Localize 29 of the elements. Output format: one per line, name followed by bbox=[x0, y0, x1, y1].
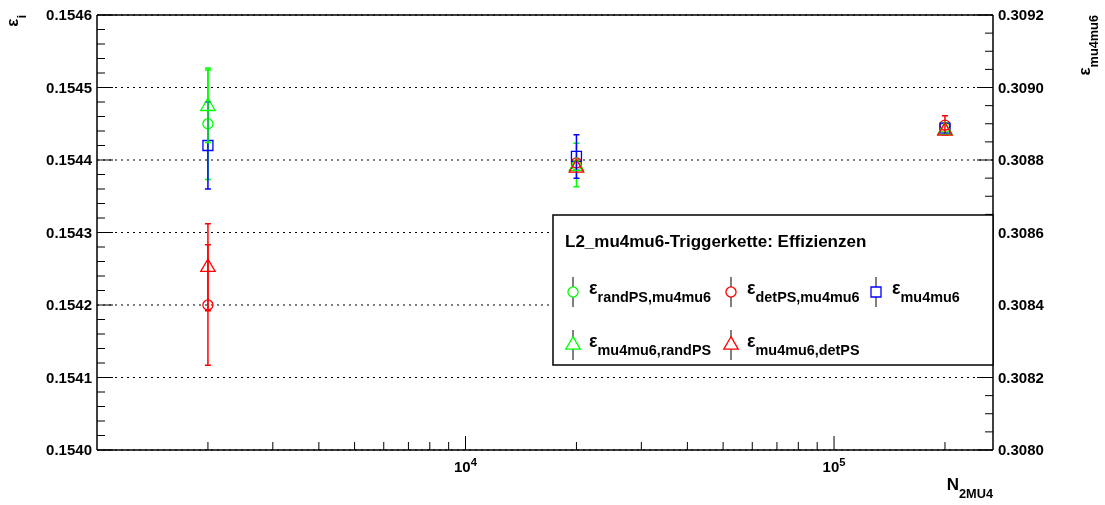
y2-tick-label: 0.3090 bbox=[998, 78, 1044, 96]
legend-label: ε$_{mu4mu6,randPS}$ bbox=[589, 331, 712, 358]
y-tick-label: 0.1540 bbox=[46, 441, 92, 458]
y-tick-label: 0.1545 bbox=[46, 78, 92, 96]
legend-label: ε$_{mu4mu6}$ bbox=[892, 278, 960, 305]
y-tick-label: 0.1541 bbox=[46, 368, 92, 386]
x-tick-label: 10$^{4}$ bbox=[454, 456, 478, 475]
point bbox=[200, 258, 216, 273]
legend-label: ε$_{randPS,mu4mu6}$ bbox=[589, 278, 712, 305]
y-tick-label: 0.1543 bbox=[46, 223, 92, 241]
y2-tick-label: 0.3082 bbox=[998, 368, 1044, 386]
point bbox=[200, 97, 216, 112]
y-tick-label: 0.1546 bbox=[46, 6, 92, 23]
x-tick-label: 10$^{5}$ bbox=[822, 456, 846, 475]
point bbox=[202, 139, 214, 152]
y2-tick-label: 0.3088 bbox=[998, 151, 1044, 168]
legend-label: ε$_{mu4mu6,detPS}$ bbox=[747, 331, 860, 358]
point bbox=[202, 118, 214, 130]
y-tick-label: 0.1544 bbox=[46, 151, 93, 168]
y2-tick-label: 0.3080 bbox=[998, 441, 1044, 458]
legend-title: L2_mu4mu6-Triggerkette: Effizienzen bbox=[565, 232, 867, 251]
x-axis-title: N$_{2MU4}$ bbox=[946, 475, 994, 501]
y2-tick-label: 0.3084 bbox=[998, 296, 1045, 313]
y2-tick-label: 0.3086 bbox=[998, 223, 1044, 241]
legend-label: ε$_{detPS,mu4mu6}$ bbox=[747, 278, 860, 305]
point bbox=[570, 150, 583, 163]
y2-tick-label: 0.3092 bbox=[998, 6, 1044, 23]
y-tick-label: 0.1542 bbox=[46, 296, 92, 313]
point bbox=[202, 299, 214, 311]
